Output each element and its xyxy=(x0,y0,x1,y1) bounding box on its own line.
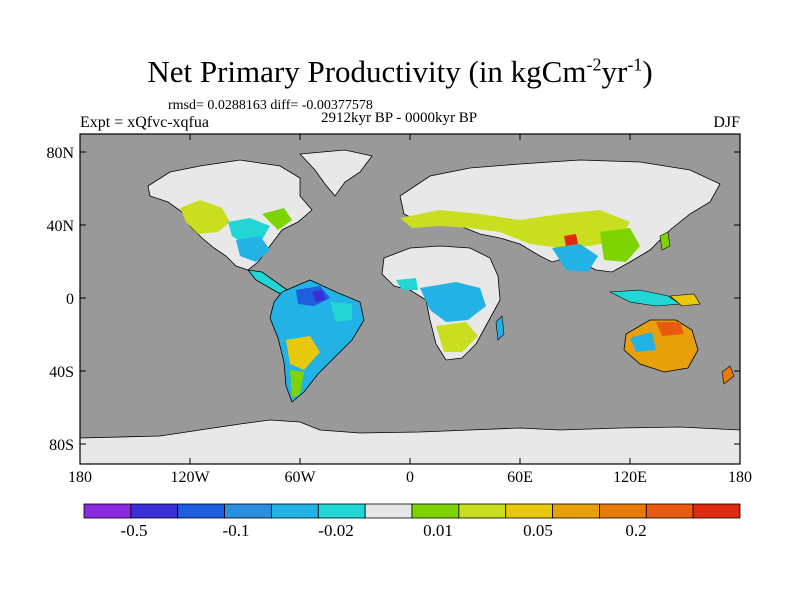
y-tick-label: 40N xyxy=(46,218,74,235)
colorbar-label: 0.2 xyxy=(625,521,647,540)
x-tick-label: 60W xyxy=(284,469,316,486)
colorbar-swatch xyxy=(364,503,413,519)
title-unit: yr xyxy=(601,54,628,89)
x-tick-label: 120E xyxy=(613,469,647,486)
new-guinea xyxy=(669,293,701,307)
colorbar-swatch xyxy=(130,503,179,519)
colorbar-swatch xyxy=(317,503,366,519)
na-west-patch xyxy=(180,200,230,234)
colorbar xyxy=(83,503,741,519)
asia-south-patch xyxy=(552,244,598,272)
colorbar-label: -0.1 xyxy=(222,521,250,540)
sa-dark-spot xyxy=(312,290,326,302)
australia-north-patch xyxy=(656,322,684,336)
title-exponent-1: -2 xyxy=(586,54,602,75)
colorbar-swatch xyxy=(552,503,600,519)
x-tick-labels: 180 120W 60W 0 60E 120E 180 xyxy=(68,469,752,486)
colorbar-swatch xyxy=(645,503,694,519)
colorbar-swatch xyxy=(224,503,272,519)
sa-south-patch xyxy=(286,336,320,370)
colorbar-swatch xyxy=(411,503,460,519)
x-tick-label: 180 xyxy=(68,469,92,486)
colorbar-swatch xyxy=(599,503,647,519)
sa-east-patch xyxy=(330,302,352,322)
period-label: 2912kyr BP - 0000kyr BP xyxy=(321,110,478,126)
colorbar-swatch xyxy=(83,503,132,519)
y-tick-labels: 80N 40N 0 40S 80S xyxy=(46,145,74,454)
colorbar-label: -0.5 xyxy=(120,521,148,540)
y-tick-label: 0 xyxy=(66,291,74,308)
na-coast-patch xyxy=(262,208,292,230)
australia-west-patch xyxy=(630,332,656,352)
sa-tip-patch xyxy=(290,370,304,398)
colorbar-swatch xyxy=(271,503,319,519)
x-tick-label: 60E xyxy=(507,469,533,486)
asia-east-patch xyxy=(600,228,640,262)
chart-title: Net Primary Productivity (in kgCm-2yr-1) xyxy=(0,54,800,90)
title-end: ) xyxy=(642,54,653,89)
stats-line: rmsd= 0.0288163 diff= -0.00377578 xyxy=(168,98,373,113)
y-tick-label: 80S xyxy=(49,437,74,454)
title-main: Net Primary Productivity (in kgCm xyxy=(147,54,587,89)
y-tick-label: 40S xyxy=(49,364,74,381)
africa-south-patch xyxy=(436,322,478,352)
colorbar-label: 0.01 xyxy=(423,521,453,540)
colorbar-swatch xyxy=(692,503,741,519)
y-axis-ticks xyxy=(80,151,740,445)
colorbar-swatch xyxy=(458,503,507,519)
africa-central-patch xyxy=(420,282,486,322)
greenland xyxy=(299,149,373,197)
experiment-label: Expt = xQfvc-xqfua xyxy=(80,114,209,131)
na-south-patch xyxy=(236,236,270,262)
africa-west-patch xyxy=(396,278,418,290)
asia-red-spot xyxy=(564,234,578,246)
season-label: DJF xyxy=(713,114,740,131)
colorbar-label: 0.05 xyxy=(523,521,553,540)
colorbar-swatch xyxy=(177,503,225,519)
x-axis-ticks xyxy=(79,134,741,464)
x-tick-label: 0 xyxy=(406,469,414,486)
title-exponent-2: -1 xyxy=(627,54,643,75)
x-tick-label: 120W xyxy=(170,469,210,486)
madagascar xyxy=(495,315,505,341)
new-zealand xyxy=(721,365,735,385)
x-tick-label: 180 xyxy=(728,469,752,486)
y-tick-label: 80N xyxy=(46,145,74,162)
colorbar-swatch xyxy=(505,503,553,519)
colorbar-label: -0.02 xyxy=(318,521,354,540)
japan xyxy=(659,231,671,251)
